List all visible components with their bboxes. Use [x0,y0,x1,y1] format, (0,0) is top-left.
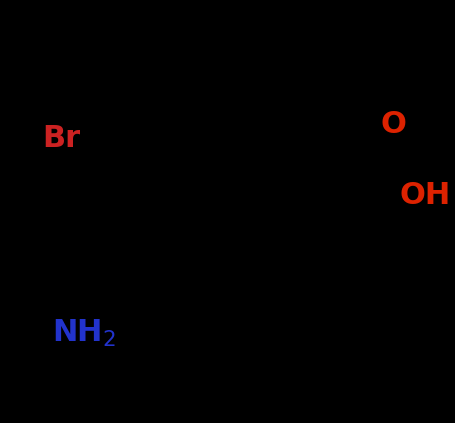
Text: OH: OH [399,181,450,210]
Text: O: O [380,110,405,139]
Text: Br: Br [42,124,81,154]
Text: NH$_2$: NH$_2$ [52,318,116,349]
